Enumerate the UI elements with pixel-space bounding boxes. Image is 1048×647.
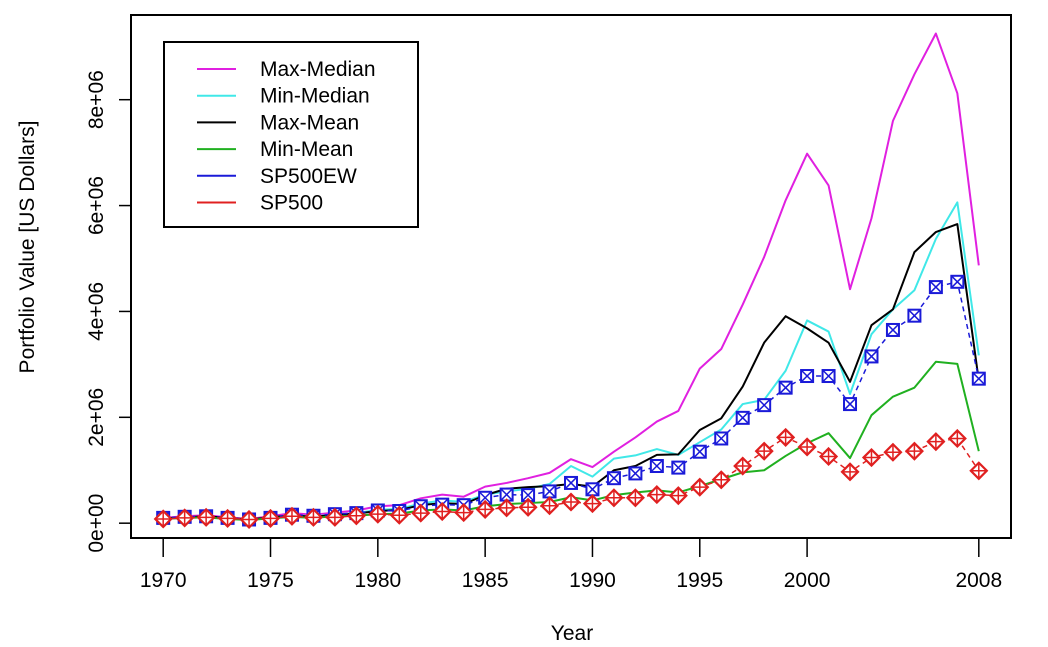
sp500ew-point: [735, 410, 750, 425]
sp500ew-point: [585, 482, 600, 497]
sp500ew-point: [778, 380, 793, 395]
x-tick-label: 1970: [140, 569, 187, 592]
legend-label: Max-Median: [260, 58, 376, 81]
sp500ew-point: [564, 475, 578, 490]
sp500ew-point: [714, 431, 729, 446]
sp500ew-point: [907, 308, 922, 323]
x-tick-label: 1985: [462, 569, 509, 592]
sp500-point: [518, 497, 538, 517]
sp500ew-point: [606, 471, 621, 486]
sp500-point: [776, 427, 796, 447]
sp500-point: [690, 477, 710, 497]
sp500-point: [604, 488, 624, 508]
sp500-point: [797, 437, 817, 457]
sp500-point: [389, 505, 409, 525]
sp500ew-point: [628, 466, 643, 481]
x-tick-label: 1980: [354, 569, 401, 592]
sp500ew-point: [971, 371, 986, 386]
legend-label: SP500EW: [260, 165, 357, 188]
x-tick-label: 2008: [955, 569, 1002, 592]
sp500ew-point: [885, 322, 900, 337]
sp500-point: [840, 462, 860, 482]
sp500-point: [539, 496, 560, 516]
sp500-point: [432, 501, 452, 522]
y-tick-label: 8e+06: [85, 70, 108, 129]
y-axis-label: Portfolio Value [US Dollars]: [16, 121, 39, 374]
legend: Max-Median Min-Median Max-Mean Min-Mean SP50…: [163, 41, 419, 228]
sp500ew-point: [649, 459, 664, 474]
markers-layer: [153, 274, 989, 530]
sp500-point: [647, 485, 667, 505]
legend-label: SP500: [260, 192, 323, 215]
sp500ew-point: [821, 369, 836, 384]
sp500ew-point: [800, 369, 815, 384]
sp500-point: [368, 504, 388, 524]
sp500-point: [475, 499, 495, 519]
sp500-point: [196, 507, 216, 527]
x-tick-label: 1990: [569, 569, 616, 592]
x-tick-label: 1995: [676, 569, 723, 592]
y-tick-label: 6e+06: [85, 176, 108, 235]
sp500-point: [153, 509, 173, 529]
sp500-point: [668, 486, 688, 506]
sp500-point: [582, 494, 603, 514]
sp500-point: [561, 492, 581, 512]
sp500-point: [497, 498, 517, 518]
sp500ew-point: [499, 487, 514, 502]
sp500-point: [819, 446, 839, 467]
legend-label: Max-Mean: [260, 111, 359, 134]
sp500-point: [904, 441, 924, 461]
x-tick-label: 2000: [784, 569, 831, 592]
sp500-point: [411, 503, 431, 523]
sp500-point: [926, 432, 946, 452]
sp500-point: [733, 456, 753, 476]
sp500-point: [282, 506, 302, 526]
sp500ew-point: [542, 484, 557, 499]
sp500-point: [175, 508, 195, 528]
legend-label: Min-Mean: [260, 138, 353, 161]
sp500-point: [883, 442, 903, 462]
y-tick-label: 0e+00: [85, 494, 108, 553]
sp500-point: [711, 470, 731, 490]
sp500ew-point: [950, 274, 965, 289]
axes: 1970 1975 1980 1985 1990 1995 2000 2008 0e+00 2e+…: [85, 70, 1002, 592]
sp500-point: [947, 428, 967, 449]
sp500-point: [861, 447, 882, 468]
sp500-point: [303, 507, 323, 527]
sp500-point: [260, 508, 281, 528]
sp500ew-point: [692, 444, 707, 459]
sp500-point: [625, 488, 645, 508]
sp500-point: [218, 508, 238, 528]
x-axis-label: Year: [551, 622, 593, 645]
sp500ew-point: [671, 460, 686, 475]
series-line-max-median: [163, 32, 980, 520]
legend-label: Min-Median: [260, 85, 370, 108]
sp500ew-point: [928, 280, 943, 295]
sp500-point: [754, 441, 774, 461]
legend-box: [163, 41, 419, 228]
sp500-point: [346, 506, 366, 526]
sp500-point: [239, 509, 259, 530]
sp500ew-point: [864, 349, 879, 364]
sp500-point: [454, 503, 474, 523]
y-tick-label: 2e+06: [85, 388, 108, 447]
plot-frame: [130, 14, 1012, 539]
sp500-point: [325, 507, 345, 527]
x-tick-label: 1975: [247, 569, 294, 592]
sp500ew-point: [757, 398, 772, 413]
y-tick-label: 4e+06: [85, 282, 108, 341]
sp500ew-point: [843, 397, 858, 412]
sp500-point: [969, 461, 989, 481]
